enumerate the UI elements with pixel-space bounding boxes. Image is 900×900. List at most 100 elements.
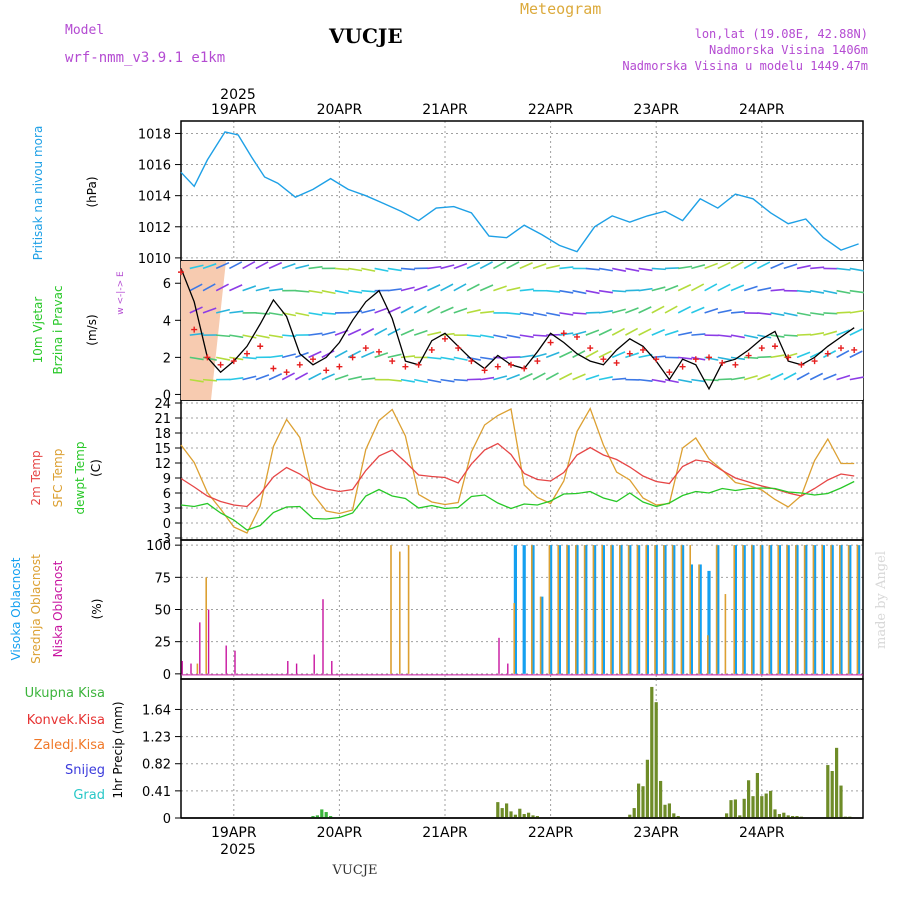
cloud-mid-bar [645, 545, 647, 674]
wind-dir-mark [415, 361, 422, 368]
cloud-mid-bar [399, 551, 401, 674]
wind-barb [387, 288, 402, 292]
y-tick-label: 3 [163, 502, 171, 517]
precip-bar [672, 813, 676, 818]
cloud-high-bar [795, 545, 799, 674]
model-label: Model [65, 23, 104, 38]
wind-dir-mark [534, 358, 541, 365]
cloud-mid-bar [654, 545, 656, 674]
wind-barb [321, 350, 335, 359]
cloud-high-bar [839, 545, 843, 674]
wind-barb [546, 289, 561, 293]
wind-dir-mark [613, 359, 620, 366]
wind-barb [651, 267, 666, 271]
wind-barb [400, 267, 416, 271]
wind-barb [466, 283, 480, 292]
wind-barb [374, 307, 389, 314]
precip-bar [786, 815, 790, 818]
dewpt-temp-line [180, 480, 855, 531]
wind-barb [413, 285, 428, 292]
wind-barb [480, 356, 495, 361]
cloud-mid-bar [812, 545, 815, 674]
wind-barb [611, 351, 626, 359]
wind-barb [677, 283, 692, 292]
model-elevation-label: Nadmorska Visina u modelu 1449.47m [622, 59, 868, 73]
wind-barb [757, 261, 771, 270]
wind-dir-mark [336, 363, 343, 370]
precip-bar [329, 816, 333, 818]
wind-barb [440, 283, 454, 292]
wind-barb [651, 328, 665, 336]
cloud-mid-bar [707, 635, 709, 674]
bottom-day-label: 22APR [528, 825, 574, 841]
wind-barb [493, 285, 507, 292]
cloud-high-bar [540, 596, 544, 674]
cloud-mid-bar [751, 545, 753, 674]
top-year-label: 2025 [220, 87, 256, 103]
wind-barb [255, 334, 270, 339]
y-tick-label: 15 [154, 442, 171, 457]
cloud-low-bar [234, 650, 236, 674]
wind-barb [216, 334, 231, 338]
wind-barb [532, 312, 547, 317]
cloud-mid-bar [205, 577, 207, 674]
wind-barb [308, 289, 323, 294]
cloud-mid-bar [759, 545, 762, 674]
wind-dir-mark [811, 358, 818, 365]
cloud-mid-bar [548, 545, 551, 674]
wind-barb [730, 261, 744, 270]
cloud-mid-bar [777, 545, 779, 674]
precip-bar [835, 747, 839, 818]
wind-barb [480, 310, 495, 314]
cloud-low-bar [507, 663, 509, 674]
wind-dir-mark [442, 335, 448, 342]
wind-barb [612, 289, 627, 293]
precip-bar [764, 793, 768, 818]
cloud-mid-bar [768, 545, 771, 674]
wind-barb [202, 283, 216, 292]
cloud-high-bar [531, 545, 535, 674]
wind-dir-mark [798, 361, 805, 368]
wind-barb [730, 284, 745, 292]
cloud-mid-bar [575, 545, 577, 674]
wind-barb [480, 376, 495, 381]
wind-barb [545, 351, 560, 359]
wind-dir-mark [666, 369, 673, 376]
cloud-mid-bar [592, 545, 595, 674]
wind-barb [216, 308, 230, 314]
precip-bar [725, 813, 729, 818]
wind-dir-mark [257, 343, 264, 350]
wind-barb [638, 267, 653, 272]
cloud-low-bar [181, 660, 183, 674]
cloud-high-bar [584, 545, 588, 674]
bottom-year-label: 2025 [220, 842, 256, 858]
wind-barb [189, 356, 204, 361]
wind-barb [783, 312, 798, 317]
wind-barb [612, 377, 627, 381]
temp-axis-title-2m: 2m Temp [29, 450, 43, 505]
wind-barb [255, 312, 270, 315]
cloud-high-bar [637, 545, 641, 674]
wind-barb [638, 378, 653, 382]
wind-barb [202, 263, 217, 270]
wind-barb [836, 289, 851, 295]
wind-barb [229, 310, 244, 314]
wind-barb [374, 352, 389, 359]
cloud-low-bar [331, 660, 333, 674]
cloud-mid-bar [583, 545, 586, 674]
cloud-high-bar [821, 545, 825, 674]
wind-axis-title-2: Brzina i Pravac [51, 285, 65, 374]
wind-barb [796, 312, 811, 317]
cloud-mid-bar [803, 545, 806, 674]
wind-barb [387, 267, 402, 272]
precip-bar [659, 780, 663, 818]
precip-bar [782, 812, 786, 818]
wind-barb [717, 356, 732, 361]
wind-barb [519, 262, 533, 270]
wind-dir-mark [376, 348, 382, 355]
wind-barb [374, 267, 389, 272]
wind-barb [770, 354, 785, 359]
wind-barb [796, 289, 812, 294]
wind-barb [282, 353, 296, 359]
2m-temp-line [180, 442, 855, 508]
